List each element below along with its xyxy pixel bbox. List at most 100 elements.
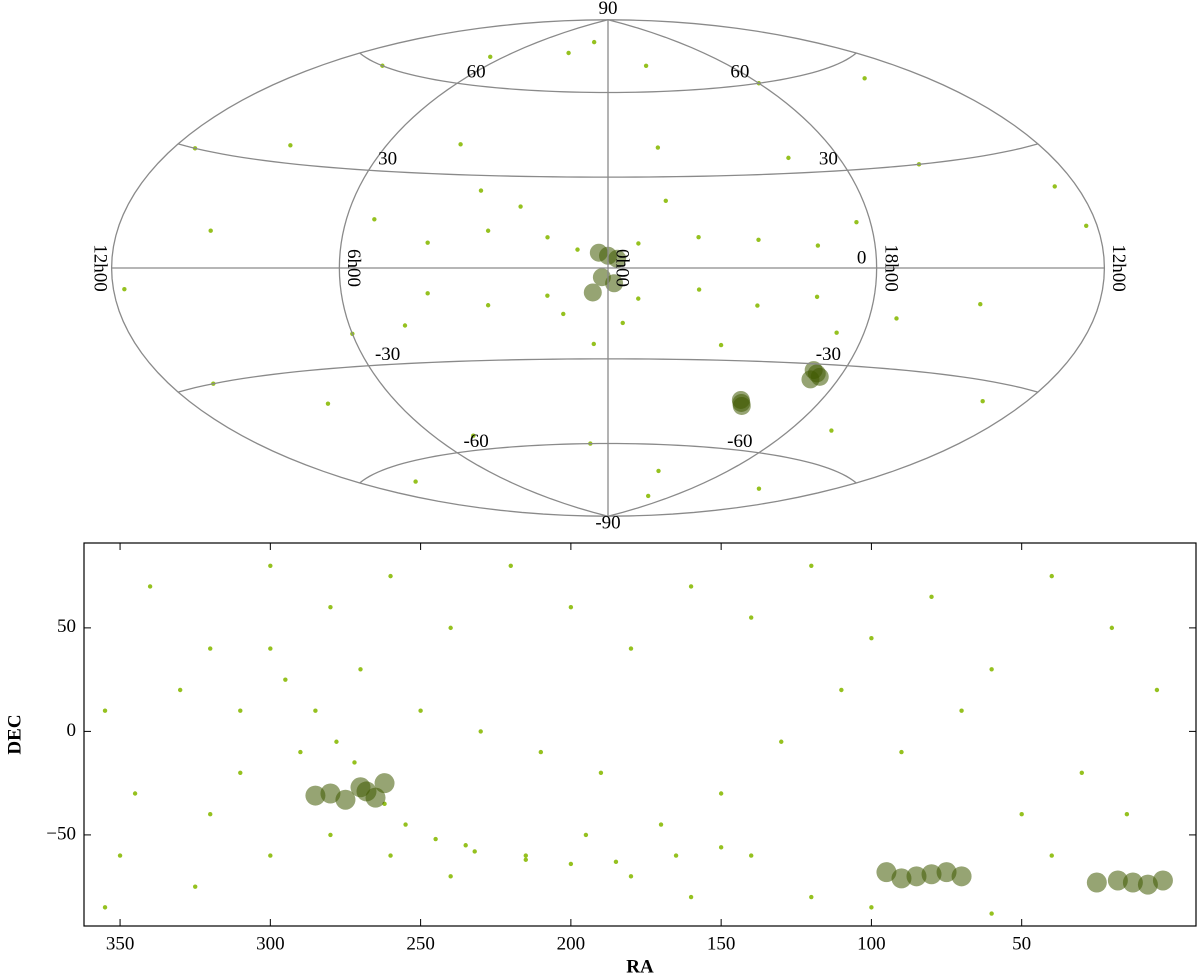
- star-point: [402, 323, 408, 328]
- plot-frame: [83, 542, 1197, 927]
- star-point: [839, 687, 844, 693]
- meridian-line: [338, 19, 609, 517]
- star-point: [305, 785, 326, 806]
- x-tick-label: 50: [1012, 933, 1031, 954]
- star-point: [538, 749, 544, 755]
- star-point: [433, 836, 438, 842]
- star-point: [591, 39, 597, 45]
- star-point: [645, 493, 651, 499]
- lat-tick-label: 0: [857, 247, 867, 268]
- star-point: [523, 853, 528, 858]
- star-point: [478, 729, 483, 734]
- star-point: [906, 866, 927, 887]
- lat-tick-label: -30: [816, 344, 841, 365]
- star-point: [978, 302, 983, 307]
- star-point: [959, 708, 964, 713]
- y-axis-label: DEC: [4, 714, 25, 754]
- star-point: [418, 708, 423, 713]
- lon-tick-label: 18h00: [880, 244, 901, 292]
- star-point: [425, 291, 430, 296]
- star-point: [374, 773, 395, 794]
- star-point: [980, 398, 985, 404]
- star-point: [921, 864, 942, 885]
- star-point: [854, 219, 859, 225]
- star-point: [749, 853, 754, 858]
- star-point: [1154, 687, 1160, 693]
- star-point: [102, 905, 108, 910]
- star-point: [1049, 853, 1054, 858]
- star-point: [268, 646, 273, 651]
- lon-tick-label: 12h00: [89, 244, 110, 292]
- star-point: [951, 866, 972, 887]
- star-point: [561, 311, 566, 317]
- star-point: [575, 247, 580, 252]
- star-point: [328, 604, 333, 610]
- star-point: [809, 563, 814, 568]
- star-point: [696, 234, 701, 240]
- star-point: [583, 832, 589, 838]
- star-point: [463, 843, 468, 848]
- star-point: [688, 894, 694, 900]
- star-point: [320, 783, 341, 804]
- lon-tick-label: 6h00: [343, 249, 364, 287]
- star-point: [485, 228, 491, 233]
- star-point: [471, 433, 476, 438]
- star-point: [643, 63, 649, 68]
- star-point: [102, 708, 108, 713]
- lat-tick-label: 30: [378, 149, 397, 170]
- star-point: [613, 859, 619, 865]
- star-point: [876, 862, 897, 883]
- star-point: [1086, 872, 1107, 893]
- star-point: [815, 243, 821, 248]
- star-point: [834, 330, 839, 335]
- meridian-line: [110, 19, 609, 517]
- x-tick-label: 350: [106, 933, 135, 954]
- star-point: [1109, 625, 1115, 631]
- star-point: [1152, 870, 1173, 891]
- star-point: [358, 667, 363, 672]
- star-point: [283, 677, 288, 682]
- star-point: [508, 563, 513, 568]
- lat-tick-label: 60: [730, 62, 749, 83]
- star-point: [1124, 812, 1130, 817]
- star-point: [989, 911, 994, 916]
- star-point: [268, 563, 273, 568]
- star-point: [591, 341, 596, 347]
- star-point: [403, 822, 408, 827]
- star-point: [238, 708, 243, 713]
- star-point: [448, 625, 453, 631]
- star-point: [814, 294, 820, 300]
- star-point: [636, 241, 641, 246]
- star-point: [485, 303, 491, 308]
- star-point: [605, 274, 624, 293]
- star-point: [809, 894, 814, 900]
- lat-tick-label: -30: [375, 344, 400, 365]
- star-point: [779, 739, 784, 744]
- x-axis-label: RA: [626, 956, 654, 977]
- x-tick-label: 250: [406, 933, 435, 954]
- star-point: [448, 874, 453, 879]
- star-point: [350, 777, 371, 798]
- star-point: [1107, 870, 1128, 891]
- star-point: [208, 812, 213, 817]
- star-point: [749, 615, 754, 620]
- star-point: [325, 401, 331, 406]
- star-point: [636, 296, 641, 301]
- star-point: [122, 286, 127, 292]
- star-point: [388, 573, 393, 579]
- star-point: [365, 787, 386, 808]
- y-tick-label: 0: [67, 720, 77, 741]
- star-point: [1137, 874, 1158, 895]
- star-point: [568, 861, 574, 867]
- x-tick-label: 100: [857, 933, 886, 954]
- lat-tick-label: 30: [819, 149, 838, 170]
- star-point: [1084, 223, 1089, 228]
- star-point: [238, 770, 243, 775]
- star-point: [268, 853, 273, 858]
- star-point: [656, 468, 661, 474]
- star-point: [177, 687, 183, 693]
- y-tick-label: −50: [46, 823, 76, 844]
- star-point: [208, 228, 213, 233]
- star-point: [1049, 573, 1054, 579]
